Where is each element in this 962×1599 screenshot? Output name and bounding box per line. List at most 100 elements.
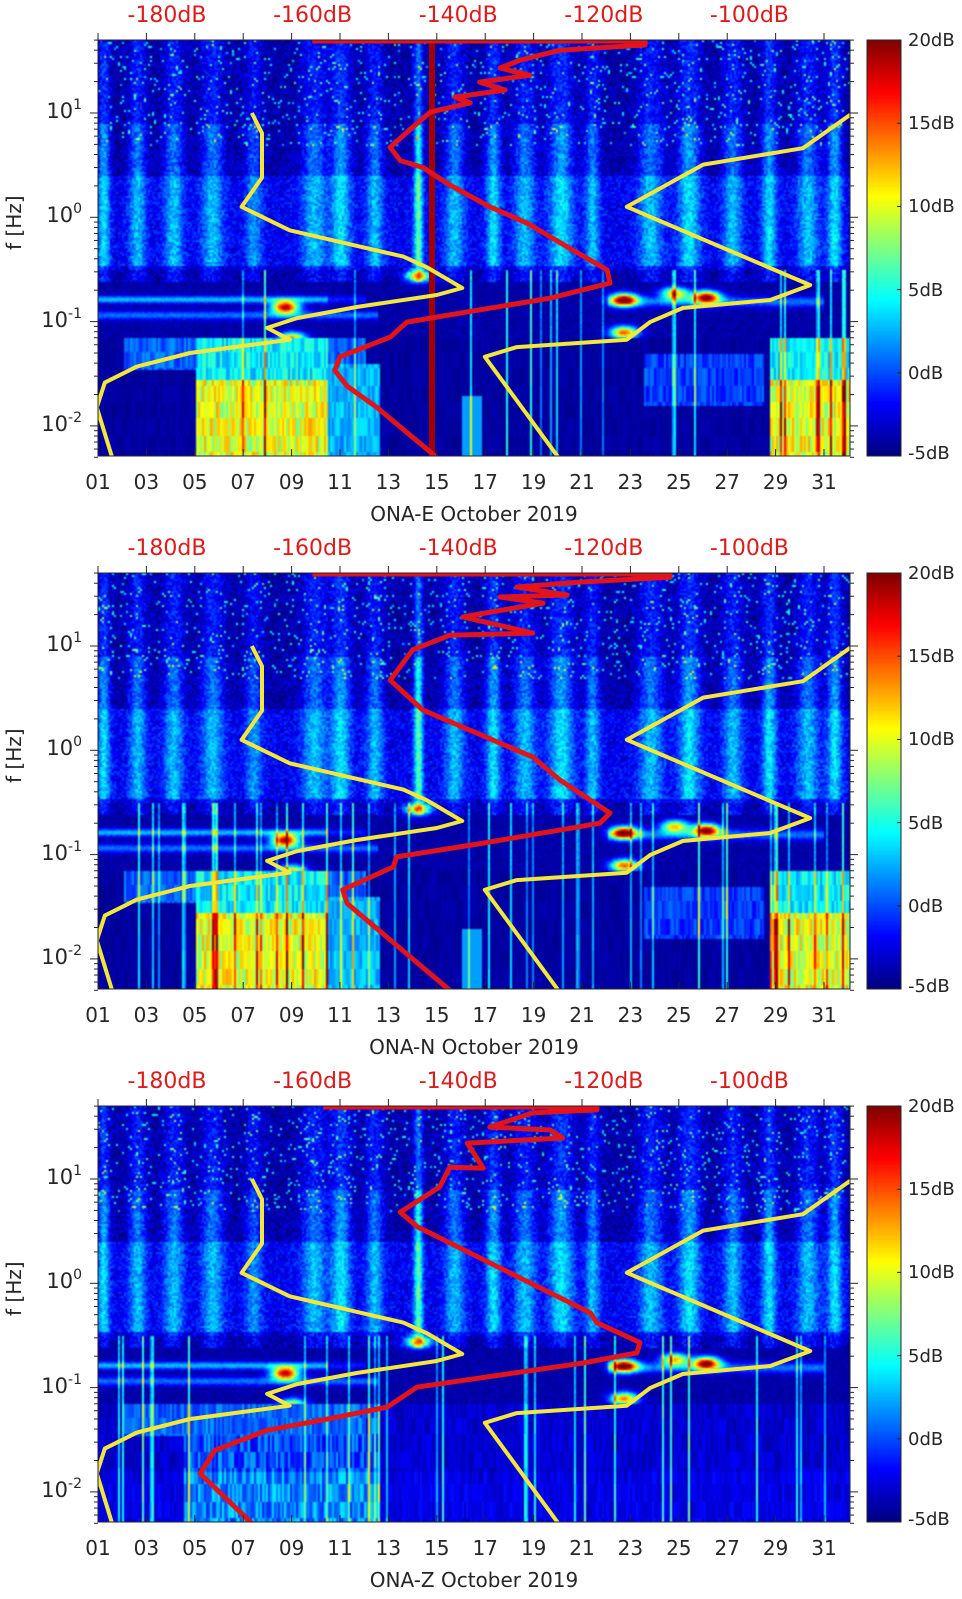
x-tick-label: 19 <box>520 1003 547 1027</box>
x-tick-label: 23 <box>617 1536 644 1560</box>
plot-area <box>98 573 850 989</box>
x-tick-label: 11 <box>327 1003 353 1027</box>
y-tick-exponent: -1 <box>68 1371 82 1388</box>
colorbar-tick-label: 15dB <box>908 113 955 135</box>
plot-curves <box>98 1106 850 1522</box>
x-tick-label: 17 <box>472 470 498 494</box>
x-tick-label: 19 <box>520 470 547 494</box>
x-tick-label: 21 <box>569 470 595 494</box>
top-axis-db-label: -160dB <box>273 3 353 28</box>
y-tick-exponent: 1 <box>73 97 82 113</box>
x-tick-label: 07 <box>230 470 256 494</box>
series-yellow-high-model <box>482 1179 850 1522</box>
x-tick-label: 05 <box>182 1536 208 1560</box>
y-tick-exponent: -2 <box>68 1475 82 1492</box>
y-tick-exponent: -1 <box>68 305 82 322</box>
top-axis-db-label: -180dB <box>127 536 207 561</box>
y-tick-label: 100 <box>22 1268 82 1294</box>
top-axis-db-label: -120dB <box>564 3 644 28</box>
x-tick-label: 11 <box>327 470 353 494</box>
top-axis-db-label: -100dB <box>709 1069 789 1094</box>
series-red-psd <box>197 1106 643 1522</box>
top-axis-db-label: -140dB <box>418 1069 498 1094</box>
x-tick-label: 17 <box>472 1536 498 1560</box>
y-tick-exponent: 1 <box>73 1163 82 1179</box>
colorbar-tick-label: 20dB <box>908 30 955 51</box>
x-tick-label: 23 <box>617 470 644 494</box>
y-tick-label: 10-2 <box>22 411 82 436</box>
y-tick-base: 10 <box>46 1165 74 1189</box>
x-tick-label: 13 <box>375 1003 402 1027</box>
x-tick-label: 31 <box>811 1536 837 1560</box>
colorbar-tick-label: 10dB <box>908 196 955 218</box>
colorbar-tick-label: 5dB <box>908 279 944 301</box>
y-tick-base: 10 <box>46 1269 74 1294</box>
colorbar-tick-label: 5dB <box>908 1345 944 1367</box>
series-red-psd <box>312 40 648 456</box>
x-tick-label: 25 <box>666 470 692 494</box>
x-tick-label: 15 <box>424 1003 450 1027</box>
x-tick-label: 29 <box>762 1003 789 1027</box>
y-tick-label: 10-2 <box>22 1477 82 1501</box>
series-yellow-high-model <box>482 646 850 989</box>
panel-ONA-Z <box>90 1099 902 1524</box>
x-tick-label: 31 <box>811 470 837 494</box>
colorbar-tick-label: 10dB <box>908 729 955 751</box>
colorbar-tick-label: 5dB <box>908 812 944 834</box>
x-tick-label: 27 <box>714 1003 740 1027</box>
colorbar-tick-label: 0dB <box>908 895 944 917</box>
x-tick-label: 07 <box>230 1003 256 1027</box>
colorbar-tick-label: -5dB <box>908 443 950 464</box>
y-tick-exponent: 1 <box>73 630 82 646</box>
plot-area <box>98 1106 850 1522</box>
x-tick-label: 17 <box>472 1003 498 1027</box>
x-tick-label: 27 <box>714 1536 740 1560</box>
y-tick-base: 10 <box>46 632 74 656</box>
top-axis-db-label: -140dB <box>418 3 498 28</box>
x-tick-label: 05 <box>182 1003 208 1027</box>
colorbar <box>867 1106 901 1522</box>
colorbar-frame <box>866 1105 902 1523</box>
colorbar-tick-label: 15dB <box>908 646 955 668</box>
series-yellow-low-model <box>98 1178 465 1522</box>
axes-frame <box>97 39 851 457</box>
colorbar-tick-label: -5dB <box>908 976 950 997</box>
y-tick-label: 100 <box>22 735 82 761</box>
y-tick-label: 10-1 <box>22 1373 82 1398</box>
y-tick-base: 10 <box>46 736 74 761</box>
y-tick-base: 10 <box>41 1373 69 1398</box>
colorbar-tick-label: 0dB <box>908 1428 944 1450</box>
top-axis-db-label: -100dB <box>709 536 789 561</box>
y-tick-label: 101 <box>22 1164 82 1189</box>
x-tick-label: 13 <box>375 470 402 494</box>
panel-ONA-N <box>90 566 902 991</box>
y-tick-label: 101 <box>22 98 82 122</box>
colorbar-tick-label: 20dB <box>908 563 955 584</box>
y-tick-exponent: 0 <box>73 201 82 218</box>
x-tick-label: 09 <box>278 1003 305 1027</box>
colorbar-tick-label: 0dB <box>908 362 944 384</box>
x-tick-label: 29 <box>762 1536 789 1560</box>
x-tick-label: 01 <box>85 1536 111 1560</box>
x-tick-label: 19 <box>520 1536 547 1560</box>
colorbar-tick-label: -5dB <box>908 1509 950 1530</box>
y-tick-label: 100 <box>22 202 82 228</box>
y-tick-base: 10 <box>41 411 69 436</box>
x-tick-label: 21 <box>569 1003 595 1027</box>
y-tick-label: 10-1 <box>22 840 82 865</box>
series-yellow-low-model <box>98 112 465 456</box>
top-axis-db-label: -180dB <box>127 3 207 28</box>
top-axis-db-label: -180dB <box>127 1069 207 1094</box>
y-tick-exponent: -2 <box>68 942 82 959</box>
x-axis-title: ONA-Z October 2019 <box>369 1568 579 1592</box>
x-tick-label: 03 <box>133 1536 160 1560</box>
y-tick-base: 10 <box>41 840 69 865</box>
y-tick-label: 10-2 <box>22 944 82 968</box>
y-tick-base: 10 <box>46 203 74 228</box>
y-tick-exponent: -1 <box>68 838 82 855</box>
top-axis-db-label: -100dB <box>709 3 789 28</box>
top-axis-db-label: -160dB <box>273 536 353 561</box>
x-tick-label: 31 <box>811 1003 837 1027</box>
top-axis-db-label: -160dB <box>273 1069 353 1094</box>
